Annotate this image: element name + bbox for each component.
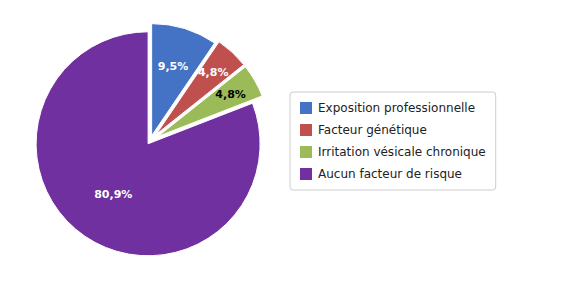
chart: 9,5% 4,8% 4,8% 80,9% Exposition professionne… [0, 0, 585, 282]
pie-slices [36, 24, 262, 256]
data-label: 4,8% [198, 66, 229, 79]
data-label: 80,9% [94, 188, 132, 201]
legend-label: Aucun facteur de risque [318, 167, 462, 181]
legend-label: Exposition professionnelle [318, 101, 475, 115]
legend-swatch [300, 102, 312, 114]
legend: Exposition professionnelle Facteur généti… [290, 92, 496, 190]
legend-frame [290, 92, 496, 190]
data-label: 4,8% [215, 88, 246, 101]
legend-label: Irritation vésicale chronique [318, 145, 486, 159]
pie-slice [36, 32, 260, 256]
data-label: 9,5% [158, 60, 189, 73]
legend-swatch [300, 124, 312, 136]
legend-label: Facteur génétique [318, 123, 427, 137]
legend-swatch [300, 146, 312, 158]
chart-container: 9,5% 4,8% 4,8% 80,9% Exposition professionne… [0, 0, 585, 282]
data-labels: 9,5% 4,8% 4,8% 80,9% [94, 60, 246, 202]
legend-swatch [300, 168, 312, 180]
